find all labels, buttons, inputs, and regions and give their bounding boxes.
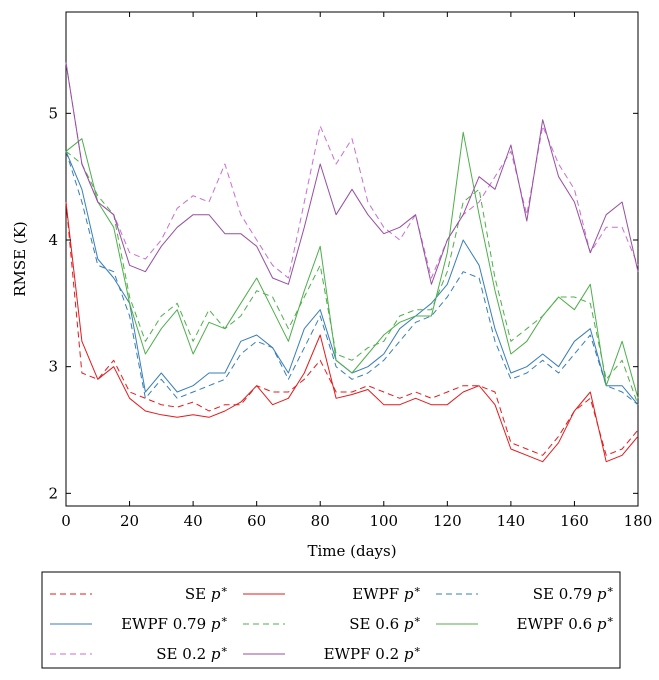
x-tick-label: 60 [247,512,266,530]
series-line-2 [65,151,639,406]
y-axis-label: RMSE (K) [11,221,29,297]
x-tick-label: 0 [61,512,71,530]
legend-label-2: SE 0.79 p∗ [533,583,614,603]
legend-label-6: SE 0.2 p∗ [156,643,228,663]
y-tick-label: 3 [48,358,58,376]
series-line-5 [65,131,639,399]
y-tick-label: 2 [48,484,58,502]
legend-label-0: SE p∗ [185,583,228,603]
series-line-0 [65,201,639,456]
plot-frame [65,11,639,507]
y-axis: 2 3 4 5 [48,104,638,502]
legend: SE p∗ EWPF p∗ SE 0.79 p∗ EWPF 0.79 p∗ SE 0.6… [50,583,614,663]
y-tick-label: 4 [48,231,58,249]
x-tick-label: 100 [369,512,398,530]
x-tick-label: 80 [311,512,330,530]
x-tick-label: 160 [560,512,589,530]
legend-label-3: EWPF 0.79 p∗ [121,613,228,633]
x-tick-label: 180 [624,512,653,530]
legend-label-4: SE 0.6 p∗ [349,613,421,633]
legend-label-1: EWPF p∗ [352,583,421,603]
series-line-7 [65,62,639,285]
x-axis-label: Time (days) [307,542,396,560]
x-tick-label: 140 [497,512,526,530]
series-line-6 [65,62,639,279]
legend-label-7: EWPF 0.2 p∗ [324,643,421,663]
legend-label-5: EWPF 0.6 p∗ [517,613,614,633]
x-axis: 0 20 40 60 80 100 120 140 160 180 [61,12,652,530]
x-tick-label: 120 [433,512,462,530]
x-tick-label: 40 [184,512,203,530]
y-tick-label: 5 [48,104,58,122]
legend-box [41,571,621,669]
series-layer [65,62,639,463]
series-line-1 [65,201,639,463]
x-tick-label: 20 [120,512,139,530]
